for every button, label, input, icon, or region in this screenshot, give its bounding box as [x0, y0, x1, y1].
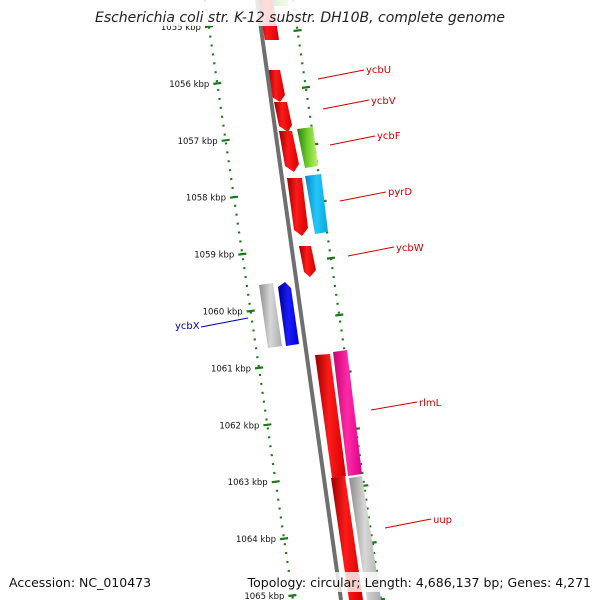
gene-label-ycbX: ycbX: [175, 321, 200, 332]
kbp-label-1055: 1055 kbp: [161, 23, 201, 33]
kbp-label-1062: 1062 kbp: [219, 421, 259, 431]
feature-ycbF-green: [297, 127, 318, 168]
feature-ycbV: [274, 102, 292, 132]
ruler-tick-1062: [263, 423, 272, 427]
kbp-label-1065: 1065 kbp: [244, 592, 284, 600]
leader-uup: [384, 518, 432, 529]
feature-rlmL: [333, 350, 362, 476]
kbp-label-1059: 1059 kbp: [194, 251, 234, 261]
kbp-label-1061: 1061 kbp: [211, 364, 251, 374]
feature-pyrD: [305, 174, 328, 234]
ruler-tick-1061: [254, 366, 264, 370]
genome-backbone: [255, 0, 343, 600]
kbp-label-1060: 1060 kbp: [203, 308, 243, 318]
gene-label-pyrD: pyrD: [388, 187, 412, 198]
leader-ycbF: [329, 135, 376, 146]
outer-ruler-tick-1060: [335, 313, 344, 317]
leader-lines: [200, 69, 432, 529]
inner-ruler: [203, 0, 295, 600]
genome-summary: Topology: circular; Length: 4,686,137 bp…: [247, 575, 591, 590]
kbp-label-1056: 1056 kbp: [169, 80, 209, 90]
ruler-tick-1055: [204, 24, 214, 29]
accession-label: Accession: NC_010473: [9, 575, 151, 590]
kbp-label-1063: 1063 kbp: [228, 478, 268, 488]
outer-ruler-tick-1059: [326, 256, 336, 260]
gene-label-uup: uup: [433, 515, 452, 526]
leader-ycbV: [322, 99, 370, 110]
ruler-tick-1060: [246, 309, 255, 313]
kbp-label-1057: 1057 kbp: [178, 137, 218, 147]
gene-label-ycbF: ycbF: [377, 131, 401, 142]
ruler-tick-1057: [221, 138, 230, 142]
ruler-tick-1065: [288, 593, 297, 598]
feature-rlmL-red: [315, 354, 346, 478]
feature-ycbU: [268, 70, 285, 102]
kbp-label-1064: 1064 kbp: [236, 535, 276, 545]
gene-label-ycbV: ycbV: [371, 96, 396, 107]
gene-label-rlmL: rlmL: [419, 398, 442, 409]
leader-pyrD: [339, 191, 387, 202]
feature-gray-ycbX: [259, 283, 282, 348]
feature-bottom-red: [331, 476, 363, 600]
feature-uup-gray: [349, 476, 381, 600]
ruler-tick-1063: [271, 480, 280, 484]
leader-rlmL: [370, 401, 418, 411]
outer-ruler: [291, 0, 383, 600]
title-band: [0, 0, 600, 26]
gene-label-ycbU: ycbU: [366, 65, 391, 76]
ruler-tick-1058: [229, 195, 239, 199]
feature-pyrD-red: [287, 178, 308, 236]
feature-ycbW: [299, 246, 316, 277]
kbp-label-1058: 1058 kbp: [186, 194, 226, 204]
feature-ycbX: [278, 282, 299, 346]
ruler-tick-1064: [279, 537, 289, 541]
feature-ycbF-red: [279, 131, 299, 172]
gene-labels: ycbU ycbV ycbF pyrD ycbW ycbX rlmL uup: [175, 65, 452, 526]
leader-ycbX: [200, 317, 249, 328]
features: [257, 0, 381, 600]
footer-band: [0, 572, 600, 592]
map-title: Escherichia coli str. K-12 substr. DH10B…: [95, 10, 505, 26]
leader-ycbU: [317, 69, 365, 80]
ruler-tick-1059: [238, 252, 247, 256]
ruler-tick-1056: [213, 81, 222, 85]
outer-ruler-tick-1056: [301, 85, 311, 89]
gene-label-ycbW: ycbW: [396, 243, 424, 254]
outer-ruler-tick-1055: [293, 28, 302, 33]
leader-ycbW: [347, 246, 395, 257]
